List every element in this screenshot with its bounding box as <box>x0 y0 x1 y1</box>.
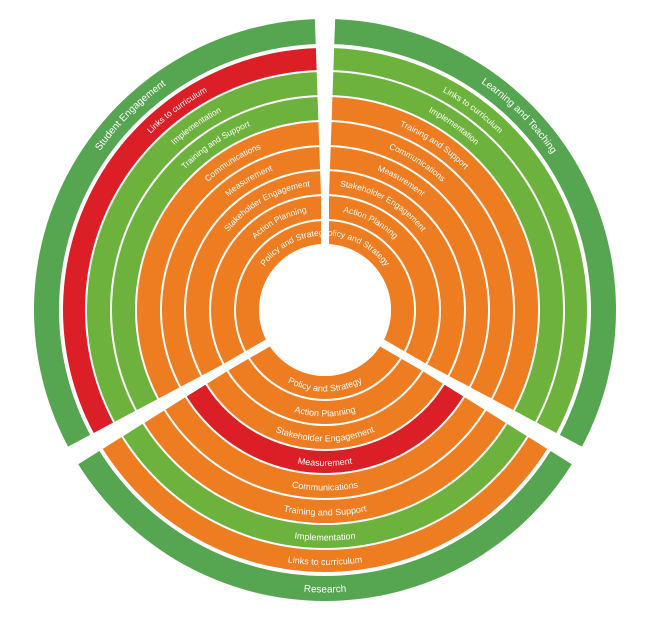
ring-label-research: Implementation <box>294 531 356 543</box>
section-label-research: Research <box>303 584 346 596</box>
segment-learning-and-teaching-policy-and-strategy <box>327 221 414 352</box>
segment-learning-and-teaching-links-to-curriculum <box>333 48 587 434</box>
segment-research-communications <box>165 397 485 499</box>
segment-student-engagement-implementation <box>86 72 318 422</box>
wheel-segments <box>33 19 616 601</box>
segment-student-engagement-measurement <box>162 147 321 387</box>
segment-research-implementation <box>123 423 527 549</box>
segment-student-engagement-stakeholder-engagement <box>185 171 321 376</box>
segment-learning-and-teaching-stakeholder-engagement <box>329 171 465 376</box>
segment-research-stakeholder-engagement <box>207 371 443 449</box>
ring-label-research: Training and Support <box>283 503 368 517</box>
segment-student-engagement-links-to-curriculum <box>62 48 317 434</box>
segment-learning-and-teaching-measurement <box>329 147 489 387</box>
outer-band-learning-and-teaching <box>334 19 616 447</box>
section-divider <box>374 336 587 464</box>
segment-learning-and-teaching-training-and-support <box>331 97 538 410</box>
segment-learning-and-teaching-action-planning <box>328 196 440 364</box>
ring-label-research: Links to curriculum <box>287 554 362 567</box>
section-dividers <box>63 10 587 464</box>
segment-research-training-and-support <box>144 410 506 524</box>
segment-research-policy-and-strategy <box>249 344 401 399</box>
segment-student-engagement-action-planning <box>211 196 322 364</box>
ring-label-research: Communications <box>291 479 359 492</box>
segment-learning-and-teaching-communications <box>330 122 513 399</box>
outer-band-student-engagement <box>33 19 316 447</box>
outer-band-research <box>78 450 572 601</box>
segment-research-action-planning <box>228 358 422 424</box>
segment-research-measurement <box>186 384 464 473</box>
ring-label-research: Measurement <box>297 456 353 468</box>
ring-label-research: Action Planning <box>294 404 357 418</box>
segment-student-engagement-policy-and-strategy <box>235 221 323 352</box>
segment-learning-and-teaching-implementation <box>332 72 563 422</box>
segment-student-engagement-training-and-support <box>112 97 319 410</box>
segment-research-links-to-curriculum <box>102 437 548 572</box>
center-hub <box>259 244 391 376</box>
section-divider <box>63 336 276 464</box>
segment-student-engagement-communications <box>137 122 320 399</box>
